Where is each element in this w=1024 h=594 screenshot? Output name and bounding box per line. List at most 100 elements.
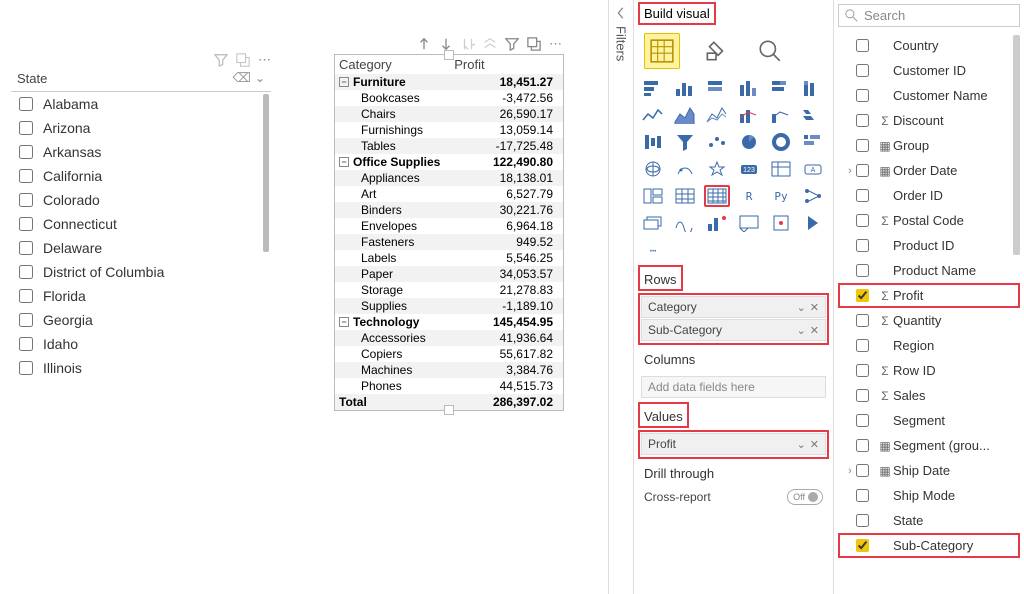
viz-type-34[interactable] [768, 212, 794, 234]
viz-type-2[interactable] [704, 77, 730, 99]
field-checkbox[interactable] [856, 339, 869, 352]
viz-type-27[interactable]: R [736, 185, 762, 207]
viz-type-13[interactable] [672, 131, 698, 153]
matrix-row[interactable]: Storage21,278.83 [335, 282, 563, 298]
slicer-item[interactable]: Georgia [11, 308, 271, 332]
field-checkbox[interactable] [856, 489, 869, 502]
field-checkbox[interactable] [856, 289, 869, 302]
viz-type-14[interactable] [704, 131, 730, 153]
field-well[interactable]: Profit⌄✕ [641, 433, 826, 455]
field-item[interactable]: Region [838, 333, 1020, 358]
viz-type-18[interactable] [640, 158, 666, 180]
filter-icon[interactable] [505, 37, 519, 51]
field-checkbox[interactable] [856, 64, 869, 77]
field-item[interactable]: Ship Mode [838, 483, 1020, 508]
scrollbar[interactable] [1013, 35, 1020, 255]
field-checkbox[interactable] [856, 214, 869, 227]
columns-placeholder[interactable]: Add data fields here [641, 376, 826, 398]
field-checkbox[interactable] [856, 239, 869, 252]
slicer-checkbox[interactable] [19, 121, 33, 135]
matrix-row[interactable]: −Technology145,454.95 [335, 314, 563, 330]
expand-icon[interactable] [614, 6, 628, 20]
drill-down-icon[interactable] [439, 37, 453, 51]
field-item[interactable]: ΣQuantity [838, 308, 1020, 333]
slicer-checkbox[interactable] [19, 145, 33, 159]
matrix-row[interactable]: −Furniture18,451.27 [335, 74, 563, 90]
viz-type-4[interactable] [768, 77, 794, 99]
matrix-row[interactable]: Phones44,515.73 [335, 378, 563, 394]
viz-type-35[interactable] [800, 212, 826, 234]
cross-report-toggle[interactable]: Off [787, 489, 823, 505]
slicer-checkbox[interactable] [19, 217, 33, 231]
slicer-item[interactable]: Arkansas [11, 140, 271, 164]
slicer-item[interactable]: Colorado [11, 188, 271, 212]
field-item[interactable]: Product ID [838, 233, 1020, 258]
matrix-col-profit[interactable]: Profit [454, 57, 559, 72]
build-tab[interactable] [644, 33, 680, 69]
focus-icon[interactable] [236, 53, 250, 67]
matrix-row[interactable]: Furnishings13,059.14 [335, 122, 563, 138]
rows-wells[interactable]: Category⌄✕Sub-Category⌄✕ [638, 293, 829, 345]
search-input[interactable]: Search [838, 4, 1020, 27]
field-checkbox[interactable] [856, 189, 869, 202]
viz-type-9[interactable] [736, 104, 762, 126]
field-checkbox[interactable] [856, 89, 869, 102]
field-checkbox[interactable] [856, 439, 869, 452]
viz-type-30[interactable] [640, 212, 666, 234]
field-checkbox[interactable] [856, 139, 869, 152]
matrix-row[interactable]: Accessories41,936.64 [335, 330, 563, 346]
matrix-col-category[interactable]: Category [339, 57, 454, 72]
viz-type-29[interactable] [800, 185, 826, 207]
remove-icon[interactable]: ✕ [810, 324, 819, 337]
slicer-checkbox[interactable] [19, 289, 33, 303]
matrix-row[interactable]: Fasteners949.52 [335, 234, 563, 250]
matrix-row[interactable]: Copiers55,617.82 [335, 346, 563, 362]
viz-type-3[interactable] [736, 77, 762, 99]
viz-type-31[interactable] [672, 212, 698, 234]
field-checkbox[interactable] [856, 264, 869, 277]
field-item[interactable]: Country [838, 33, 1020, 58]
field-checkbox[interactable] [856, 514, 869, 527]
slicer-item[interactable]: Idaho [11, 332, 271, 356]
viz-type-32[interactable] [704, 212, 730, 234]
field-item[interactable]: ›▦Order Date [838, 158, 1020, 183]
matrix-row[interactable]: Appliances18,138.01 [335, 170, 563, 186]
viz-type-28[interactable]: Py [768, 185, 794, 207]
collapse-icon[interactable]: − [339, 77, 349, 87]
expand-next-icon[interactable] [461, 37, 475, 51]
viz-type-21[interactable]: 123 [736, 158, 762, 180]
field-checkbox[interactable] [856, 414, 869, 427]
viz-type-24[interactable] [640, 185, 666, 207]
more-icon[interactable]: ⋯ [258, 52, 271, 68]
field-item[interactable]: ΣPostal Code [838, 208, 1020, 233]
slicer-item[interactable]: Illinois [11, 356, 271, 380]
field-well[interactable]: Category⌄✕ [641, 296, 826, 318]
field-item[interactable]: ΣDiscount [838, 108, 1020, 133]
slicer-checkbox[interactable] [19, 337, 33, 351]
scrollbar[interactable] [263, 94, 269, 252]
viz-type-11[interactable] [800, 104, 826, 126]
matrix-row[interactable]: Binders30,221.76 [335, 202, 563, 218]
field-checkbox[interactable] [856, 114, 869, 127]
viz-type-23[interactable]: A [800, 158, 826, 180]
chevron-down-icon[interactable]: ⌄ [797, 301, 806, 314]
viz-type-22[interactable] [768, 158, 794, 180]
field-item[interactable]: ΣRow ID [838, 358, 1020, 383]
field-checkbox[interactable] [856, 164, 869, 177]
filter-icon[interactable] [214, 53, 228, 67]
field-checkbox[interactable] [856, 389, 869, 402]
viz-type-10[interactable] [768, 104, 794, 126]
field-item[interactable]: ▦Segment (grou... [838, 433, 1020, 458]
more-icon[interactable]: ⋯ [549, 36, 562, 52]
chevron-down-icon[interactable]: ⌄ [797, 438, 806, 451]
field-item[interactable]: Customer ID [838, 58, 1020, 83]
analytics-tab[interactable] [752, 33, 788, 69]
field-item[interactable]: ›▦Ship Date [838, 458, 1020, 483]
matrix-row[interactable]: Art6,527.79 [335, 186, 563, 202]
slicer-checkbox[interactable] [19, 97, 33, 111]
matrix-row[interactable]: Bookcases-3,472.56 [335, 90, 563, 106]
expand-icon[interactable]: › [844, 465, 856, 477]
matrix-row[interactable]: Total286,397.02 [335, 394, 563, 410]
field-checkbox[interactable] [856, 539, 869, 552]
format-tab[interactable] [698, 33, 734, 69]
